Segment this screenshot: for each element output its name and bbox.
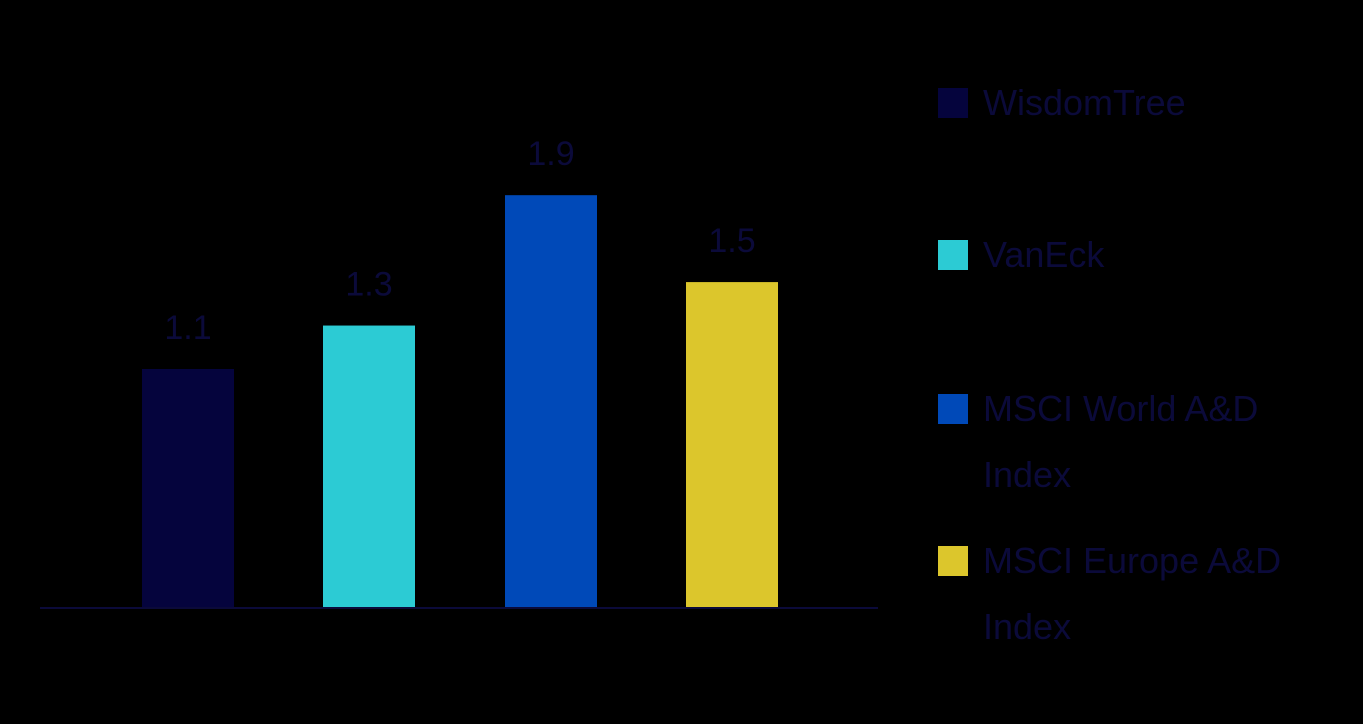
legend-swatch-2 [938, 240, 968, 270]
legend-label-line: VanEck [983, 234, 1105, 275]
legend-label-line: Index [983, 606, 1071, 647]
legend-swatch-1 [938, 88, 968, 118]
data-label-3: 1.9 [527, 135, 574, 173]
bars-group [142, 195, 778, 608]
legend-label-line: Index [983, 454, 1071, 495]
legend-item-2: VanEck [938, 234, 1105, 275]
bar-1 [142, 369, 234, 608]
legend-swatch-3 [938, 394, 968, 424]
legend-label-line: WisdomTree [983, 82, 1186, 123]
legend-label-line: MSCI Europe A&D [983, 540, 1281, 581]
legend-item-4: MSCI Europe A&D Index [938, 540, 1281, 647]
bar-2 [323, 325, 415, 608]
data-label-4: 1.5 [708, 222, 755, 260]
legend-item-1: WisdomTree [938, 82, 1186, 123]
legend-label-2: VanEck [983, 234, 1105, 275]
legend-label-1: WisdomTree [983, 82, 1186, 123]
legend-item-3: MSCI World A&D Index [938, 388, 1258, 495]
data-label-1: 1.1 [164, 309, 211, 347]
legend-label-4: MSCI Europe A&D Index [983, 540, 1281, 647]
legend-swatch-4 [938, 546, 968, 576]
bar-3 [505, 195, 597, 608]
data-label-2: 1.3 [345, 266, 392, 304]
legend-label-3: MSCI World A&D Index [983, 388, 1258, 495]
bar-4 [686, 282, 778, 608]
legend-label-line: MSCI World A&D [983, 388, 1258, 429]
data-labels-group: 1.1 1.3 1.9 1.5 [164, 135, 755, 347]
